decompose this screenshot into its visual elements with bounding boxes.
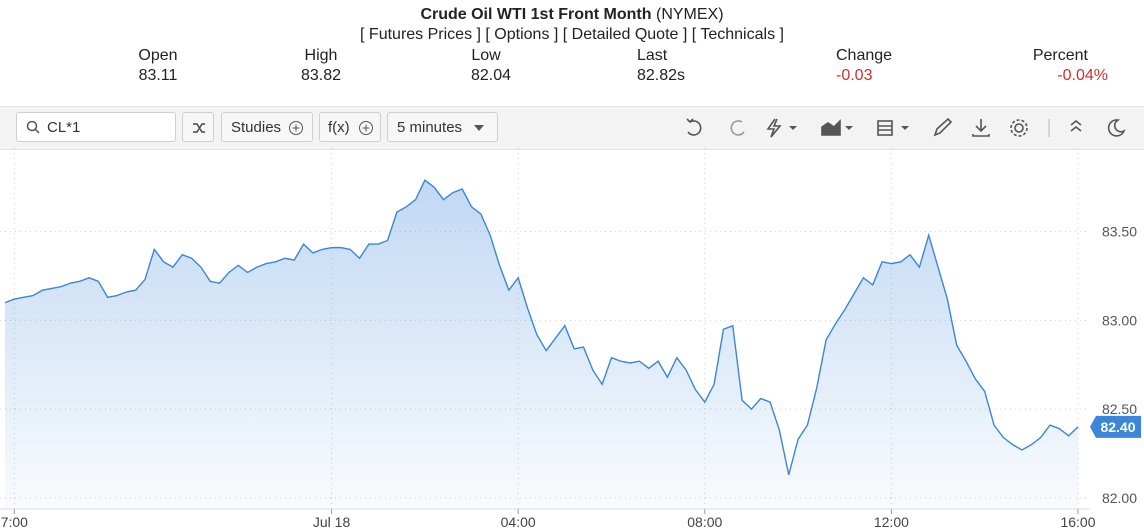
redo-icon[interactable]	[730, 120, 745, 136]
stat-label: Open	[138, 47, 178, 64]
stat-value: -0.03	[836, 67, 873, 84]
exchange: (NYMEX)	[655, 6, 724, 23]
y-tick-label: 82.50	[1102, 401, 1137, 417]
chart-type-icon[interactable]	[821, 119, 841, 136]
quote-links: Futures Prices Options Detailed Quote Te…	[0, 26, 1144, 44]
search-icon	[26, 120, 40, 134]
button-label: Studies	[231, 119, 282, 136]
x-tick-label: 7:00	[1, 514, 28, 530]
quote-title: Crude Oil WTI 1st Front Month (NYMEX)	[0, 6, 1144, 24]
draw-icon[interactable]	[933, 117, 953, 137]
stat-label: Percent	[1032, 47, 1088, 64]
collapse-icon[interactable]	[1070, 119, 1082, 132]
fx-button[interactable]: f(x)	[319, 112, 381, 142]
chart: 82.00 82.50 83.00 83.50 7:00 Jul 18 04:00 08:00…	[0, 148, 1141, 530]
area	[5, 180, 1078, 510]
theme-icon[interactable]	[1107, 119, 1126, 137]
link[interactable]: Technicals	[692, 26, 784, 43]
table-icon[interactable]	[877, 120, 893, 136]
settings-icon[interactable]	[1014, 123, 1024, 133]
last-price-label: 82.40	[1100, 419, 1135, 435]
stat-value: -0.04%	[1057, 67, 1108, 84]
x-tick-label: Jul 18	[313, 514, 351, 530]
shuffle-icon	[193, 123, 205, 133]
button-label: f(x)	[328, 119, 350, 136]
studies-button[interactable]: Studies	[221, 112, 313, 142]
toolbar-icons	[686, 117, 1126, 138]
title: Crude Oil WTI 1st Front Month	[420, 6, 652, 23]
stat-value: 83.82	[300, 67, 342, 84]
plus-icon	[289, 121, 303, 135]
stat-value: 83.11	[138, 67, 178, 84]
link[interactable]: Futures Prices	[360, 26, 481, 43]
stat-value: 82.82s	[637, 67, 686, 84]
stat-value: 82.04	[470, 67, 512, 84]
plus-icon	[359, 121, 373, 135]
x-tick-label: 16:00	[1060, 514, 1095, 530]
stat-label: High	[304, 47, 338, 64]
stat-label: Last	[637, 47, 668, 64]
last-price-tag	[1090, 415, 1141, 438]
y-tick-label: 83.00	[1102, 312, 1137, 328]
stat-label: Change	[836, 47, 893, 64]
x-tick-label: 08:00	[687, 514, 722, 530]
interval-button[interactable]: 5 minutes	[387, 112, 498, 142]
x-tick-label: 04:00	[501, 514, 536, 530]
bolt-icon[interactable]	[766, 118, 782, 138]
download-icon[interactable]	[972, 119, 990, 137]
stat-label: Low	[471, 47, 501, 64]
line	[4, 179, 1079, 475]
button-label: 5 minutes	[397, 119, 463, 136]
symbol: CL*1	[47, 119, 81, 136]
caret-icon	[474, 125, 484, 131]
x-tick-label: 12:00	[874, 514, 909, 530]
link[interactable]: Options	[485, 26, 558, 43]
y-tick-label: 83.50	[1102, 224, 1137, 240]
link[interactable]: Detailed Quote	[563, 26, 688, 43]
symbol-search[interactable]: CL*1	[16, 112, 176, 142]
toolbar: CL*1 Studies f(x) 5 minutes	[0, 106, 1144, 150]
y-tick-label: 82.00	[1102, 490, 1137, 506]
compare-button[interactable]	[182, 112, 214, 142]
undo-icon[interactable]	[687, 120, 702, 136]
